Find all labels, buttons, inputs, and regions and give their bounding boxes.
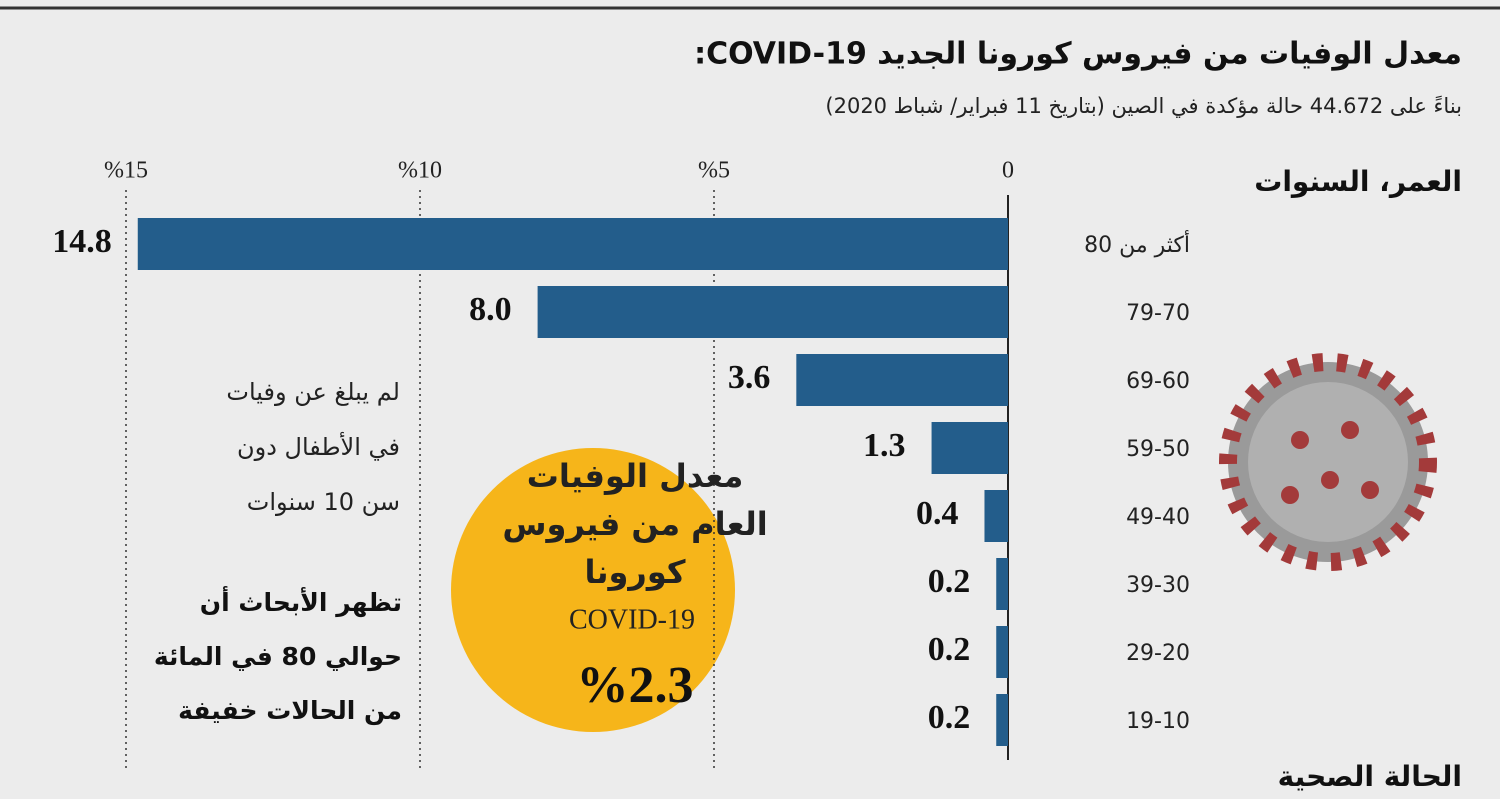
category-label: 69-60 [1126, 369, 1190, 394]
bar [984, 490, 1008, 542]
x-tick-label: %10 [398, 158, 442, 184]
category-label: 79-70 [1126, 301, 1190, 326]
x-tick-label: %5 [698, 158, 730, 184]
x-tick-label: %15 [104, 158, 148, 184]
badge-name: COVID-19 [569, 604, 695, 635]
note-text: لم يبلغ عن وفيات [226, 378, 400, 406]
category-label: 59-50 [1126, 437, 1190, 462]
category-label: 29-20 [1126, 641, 1190, 666]
value-label: 1.3 [863, 427, 906, 464]
x-tick-label: 0 [1002, 158, 1014, 184]
badge-text: كورونا [584, 553, 685, 591]
badge-text: معدل الوفيات [527, 457, 744, 495]
virus-illustration [1219, 353, 1437, 571]
bar [996, 694, 1008, 746]
category-label: 49-40 [1126, 505, 1190, 530]
value-label: 8.0 [469, 291, 512, 328]
bar [537, 286, 1008, 338]
note-text: في الأطفال دون [237, 432, 400, 461]
note-text: حوالي 80 في المائة [154, 642, 402, 672]
note-text: تظهر الأبحاث أن [200, 586, 402, 618]
axis-title: العمر، السنوات [1254, 165, 1462, 198]
value-label: 0.2 [928, 563, 971, 600]
bar [996, 558, 1008, 610]
value-label: 14.8 [52, 223, 112, 260]
badge-rate: %2.3 [577, 657, 694, 714]
overall-rate-badge [451, 448, 735, 732]
section-heading: الحالة الصحية [1278, 760, 1462, 793]
category-label: 39-30 [1126, 573, 1190, 598]
bar [796, 354, 1008, 406]
value-label: 0.4 [916, 495, 959, 532]
note-text: سن 10 سنوات [247, 488, 400, 516]
value-label: 0.2 [928, 631, 971, 668]
category-label: 19-10 [1126, 709, 1190, 734]
bar [137, 218, 1008, 270]
bar [931, 422, 1008, 474]
chart-subtitle: بناءً على 44.672 حالة مؤكدة في الصين (بت… [825, 94, 1462, 118]
category-label: أكثر من 80 [1084, 230, 1190, 258]
chart-title: معدل الوفيات من فيروس كورونا الجديد COVI… [694, 37, 1462, 72]
value-label: 0.2 [928, 699, 971, 736]
note-text: من الحالات خفيفة [178, 696, 402, 726]
badge-text: العام من فيروس [502, 505, 767, 543]
value-label: 3.6 [728, 359, 771, 396]
bar [996, 626, 1008, 678]
